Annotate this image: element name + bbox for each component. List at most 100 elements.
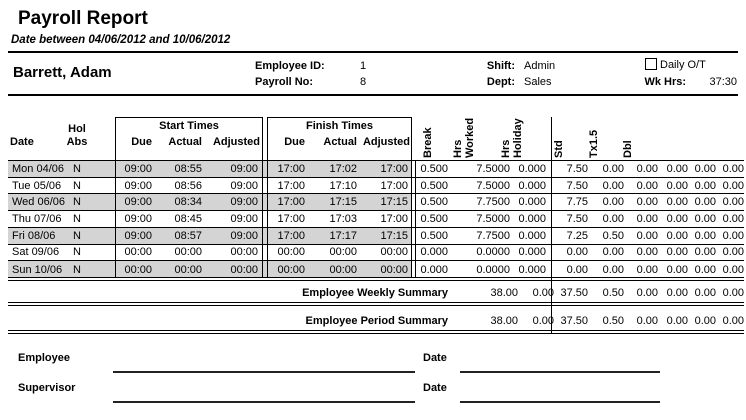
cell-hol: N [73,196,81,209]
cell-finish_adjusted: 00:00 [380,246,408,259]
cell-finish_adjusted: 17:00 [380,179,408,192]
cell-c6: 0.00 [722,246,744,259]
table-row: Sat 09/06 N 00:00 00:00 00:00 00:00 00:00 00:00… [8,245,744,262]
cell-tx15: 0.00 [602,179,624,192]
weekly-summary-label: Employee Weekly Summary [302,286,448,299]
col-header-tx15: Tx1.5 [588,129,600,158]
cell-dbl: 0.00 [636,229,658,242]
cell-finish_due: 17:00 [277,196,305,209]
cell-std: 7.25 [566,229,588,242]
start-times-header: Start Times [159,120,219,132]
start-due-header: Due [131,136,152,148]
cell-dbl: 0.00 [636,196,658,209]
table-row: Mon 04/06 N 09:00 08:55 09:00 17:00 17:02 17:00… [8,161,744,178]
cell-hol: N [73,179,81,192]
cell-hrs_worked: 0.0000 [476,246,510,259]
cell-hrs_worked: 7.7500 [476,196,510,209]
weekly-c5: 0.00 [694,286,716,299]
cell-start_actual: 08:55 [174,162,202,175]
cell-tx15: 0.00 [602,196,624,209]
table-header-rule [8,160,744,161]
cell-finish_due: 17:00 [277,179,305,192]
table-body: Mon 04/06 N 09:00 08:55 09:00 17:00 17:02 17:00… [8,161,744,278]
cell-brk: 0.000 [420,263,448,276]
cell-finish_due: 00:00 [277,263,305,276]
col-header-break: Break [422,127,434,158]
weekly-hrs-worked: 38.00 [490,286,518,299]
cell-finish_due: 17:00 [277,229,305,242]
cell-finish_actual: 17:02 [329,162,357,175]
cell-tx15: 0.50 [602,229,624,242]
cell-finish_actual: 17:17 [329,229,357,242]
cell-hrs_worked: 7.7500 [476,229,510,242]
col-header-abs: Abs [66,136,88,148]
employee-id-value: 1 [360,60,367,72]
wk-hrs-label: Wk Hrs: [644,76,686,88]
cell-start_adjusted: 00:00 [230,246,258,259]
divider [8,51,738,53]
cell-finish_adjusted: 17:00 [380,162,408,175]
cell-hol: N [73,229,81,242]
table-rule [115,161,116,278]
finish-due-header: Due [284,136,305,148]
hrs-worked-line1: Hrs [452,139,464,158]
table-row: Fri 08/06 N 09:00 08:57 09:00 17:00 17:17 17:15… [8,227,744,245]
period-summary-row: Employee Period Summary 38.00 0.00 37.50… [8,312,744,329]
cell-finish_adjusted: 17:15 [380,229,408,242]
cell-date: Sat 09/06 [12,246,60,259]
cell-start_actual: 08:57 [174,229,202,242]
cell-tx15: 0.00 [602,246,624,259]
cell-hol: N [73,263,81,276]
cell-std: 7.50 [566,212,588,225]
cell-start_actual: 08:34 [174,196,202,209]
cell-c5: 0.00 [694,229,716,242]
cell-c4: 0.00 [666,212,688,225]
cell-std: 0.00 [566,246,588,259]
table-row: Thu 07/06 N 09:00 08:45 09:00 17:00 17:03 17:00… [8,211,744,228]
cell-brk: 0.000 [420,246,448,259]
daily-ot-checkbox[interactable] [645,58,657,70]
cell-dbl: 0.00 [636,263,658,276]
cell-brk: 0.500 [420,212,448,225]
period-c6: 0.00 [722,314,744,327]
cell-c6: 0.00 [722,179,744,192]
cell-c6: 0.00 [722,212,744,225]
cell-start_due: 09:00 [124,162,152,175]
cell-dbl: 0.00 [636,162,658,175]
cell-hrs_holiday: 0.000 [518,179,546,192]
table-rule [267,161,268,278]
cell-std: 7.50 [566,162,588,175]
cell-start_actual: 08:45 [174,212,202,225]
col-header-hrs-worked: Hrs Worked [452,112,478,158]
cell-c4: 0.00 [666,196,688,209]
cell-c5: 0.00 [694,246,716,259]
cell-c6: 0.00 [722,196,744,209]
cell-start_adjusted: 09:00 [230,196,258,209]
table-row: Wed 06/06 N 09:00 08:34 09:00 17:00 17:15 17:15… [8,194,744,212]
cell-hol: N [73,246,81,259]
cell-c5: 0.00 [694,162,716,175]
cell-hrs_holiday: 0.000 [518,229,546,242]
supervisor-signature-label: Supervisor [18,382,76,394]
row-shading [8,194,412,211]
cell-finish_actual: 17:03 [329,212,357,225]
shift-value: Admin [524,60,556,72]
employee-signature-line [113,371,415,373]
cell-hrs_holiday: 0.000 [518,196,546,209]
cell-date: Fri 08/06 [12,229,56,242]
employee-id-label: Employee ID: [255,60,325,72]
cell-finish_adjusted: 00:00 [380,263,408,276]
weekly-c6: 0.00 [722,286,744,299]
cell-finish_adjusted: 17:00 [380,212,408,225]
cell-finish_adjusted: 17:15 [380,196,408,209]
cell-start_actual: 00:00 [174,263,202,276]
std-section-divider [551,117,552,334]
table-bottom-rule [8,277,744,281]
payroll-no-label: Payroll No: [255,76,314,88]
cell-finish_actual: 17:15 [329,196,357,209]
cell-start_due: 00:00 [124,263,152,276]
cell-c5: 0.00 [694,196,716,209]
table-rule [415,161,416,278]
cell-finish_actual: 00:00 [329,246,357,259]
cell-c4: 0.00 [666,162,688,175]
